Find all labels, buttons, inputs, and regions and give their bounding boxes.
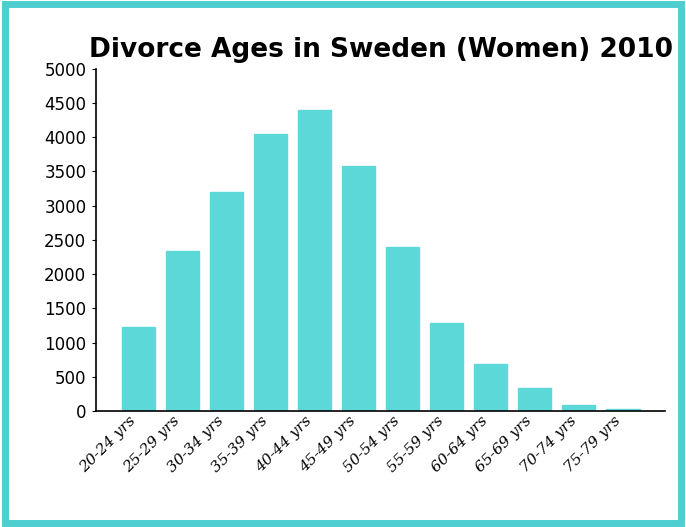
Bar: [474, 365, 508, 411]
Bar: [606, 409, 639, 411]
Title: Divorce Ages in Sweden (Women) 2010: Divorce Ages in Sweden (Women) 2010: [88, 37, 673, 63]
Bar: [254, 133, 287, 411]
Bar: [122, 327, 155, 411]
Bar: [210, 192, 243, 411]
Bar: [298, 110, 331, 411]
Bar: [519, 388, 552, 411]
Bar: [386, 247, 419, 411]
Bar: [166, 251, 199, 411]
Bar: [342, 166, 375, 411]
Bar: [430, 323, 463, 411]
Bar: [563, 405, 595, 411]
